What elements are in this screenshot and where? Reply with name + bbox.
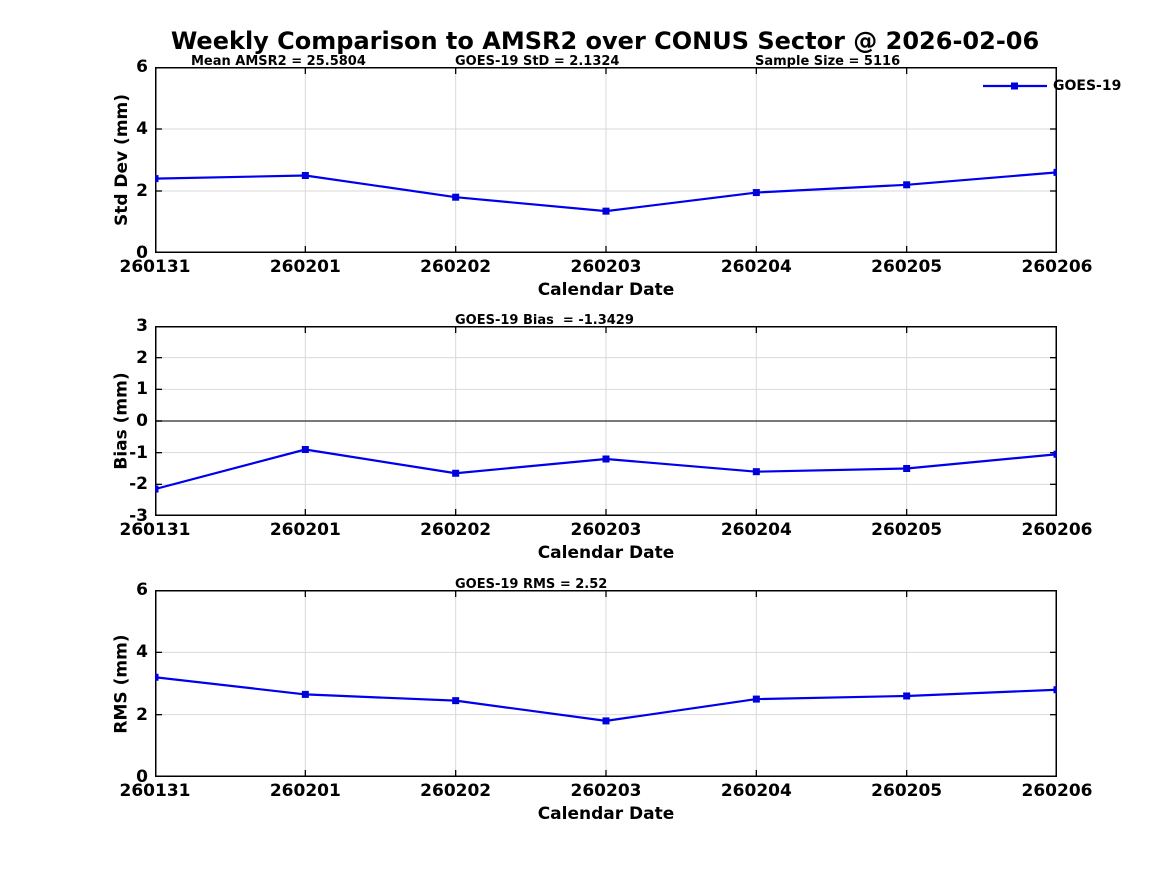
data-point-marker <box>752 189 760 197</box>
data-point-marker <box>1053 450 1061 458</box>
legend-marker <box>1011 82 1018 90</box>
y-tick-label: -3 <box>129 506 148 526</box>
data-point-marker <box>1053 168 1061 176</box>
y-tick-label: 0 <box>136 411 148 431</box>
x-axis-label: Calendar Date <box>537 543 675 563</box>
x-tick-label: 260204 <box>720 781 792 801</box>
data-point-marker <box>602 717 610 725</box>
x-tick-label: 260201 <box>269 257 341 277</box>
legend-label: GOES-19 <box>1053 78 1122 94</box>
chart-panel-rms: 0 2 4 6 RMS (mm) 260131 260201 260202 260203 2602… <box>112 578 1092 825</box>
data-point-marker <box>151 175 159 183</box>
x-tick-label: 260131 <box>119 781 191 801</box>
y-tick-label: 6 <box>136 57 148 77</box>
figure-title: Weekly Comparison to AMSR2 over CONUS Se… <box>170 27 1040 55</box>
x-tick-label: 260202 <box>420 781 492 801</box>
data-point-marker <box>151 673 159 681</box>
x-tick-label: 260201 <box>269 781 341 801</box>
data-point-marker <box>151 485 159 493</box>
data-point-marker <box>752 468 760 476</box>
x-axis-label: Calendar Date <box>537 280 675 300</box>
y-tick-label: 0 <box>136 767 148 787</box>
annotation: GOES-19 RMS = 2.52 <box>455 577 608 592</box>
y-axis-label-wrap: Std Dev (mm) <box>112 67 132 253</box>
legend: GOES-19 <box>983 78 1121 94</box>
y-axis-label: Std Dev (mm) <box>112 93 133 227</box>
legend-line-sample <box>983 82 1047 90</box>
chart-panel-std-dev: 0 2 4 6 Std Dev (mm) 260131 260201 260202 260203… <box>112 55 1121 301</box>
y-tick-label: 6 <box>136 580 148 600</box>
x-tick-label: 260205 <box>871 781 943 801</box>
plot-canvas-bias <box>151 325 1061 517</box>
y-tick-label: 3 <box>136 316 148 336</box>
x-tick-label: 260203 <box>570 257 642 277</box>
y-tick-label: -2 <box>129 474 148 495</box>
y-tick-label: 4 <box>136 119 148 139</box>
annotation: GOES-19 Bias = -1.3429 <box>455 313 634 328</box>
data-point-marker <box>903 465 911 472</box>
data-point-marker <box>602 207 610 215</box>
data-point-marker <box>903 692 911 700</box>
data-point-marker <box>903 181 911 189</box>
data-point-marker <box>301 446 309 453</box>
annotation: Sample Size = 5116 <box>755 54 901 69</box>
x-tick-label: 260204 <box>720 520 792 540</box>
x-axis-label: Calendar Date <box>537 804 675 824</box>
y-tick-label: 1 <box>136 379 148 400</box>
x-tick-label: 260131 <box>119 520 191 540</box>
y-tick-label: 4 <box>136 642 148 663</box>
y-tick-label: 2 <box>136 347 148 368</box>
data-point-marker <box>1053 686 1061 694</box>
annotation: Mean AMSR2 = 25.5804 <box>191 54 366 69</box>
data-point-marker <box>452 697 460 705</box>
x-tick-label: 260206 <box>1021 781 1093 801</box>
y-axis-label: RMS (mm) <box>112 633 133 734</box>
plot-canvas-std-dev <box>151 66 1061 254</box>
x-tick-label: 260203 <box>570 781 642 801</box>
x-tick-label: 260205 <box>871 520 943 540</box>
data-point-marker <box>452 193 460 201</box>
data-point-marker <box>301 172 309 179</box>
data-point-marker <box>452 469 460 477</box>
annotation: GOES-19 StD = 2.1324 <box>455 54 620 69</box>
x-tick-label: 260206 <box>1021 520 1093 540</box>
data-point-marker <box>301 690 309 698</box>
x-tick-label: 260203 <box>570 520 642 540</box>
y-tick-label: 2 <box>136 704 148 725</box>
y-axis-label-wrap: RMS (mm) <box>112 590 132 777</box>
y-tick-label: 0 <box>136 243 148 263</box>
data-point-marker <box>752 695 760 703</box>
y-tick-label: 2 <box>136 181 148 201</box>
x-tick-label: 260206 <box>1021 257 1093 277</box>
x-tick-label: 260201 <box>269 520 341 540</box>
plot-canvas-rms <box>151 589 1061 778</box>
x-tick-label: 260131 <box>119 257 191 277</box>
y-axis-label-wrap: Bias (mm) <box>112 326 132 516</box>
chart-panel-bias: -3 -2 -1 0 1 2 3 Bias (mm) 260131 260201 260202 260… <box>112 314 1092 564</box>
data-point-marker <box>602 455 610 463</box>
y-axis-label: Bias (mm) <box>112 372 133 470</box>
x-tick-label: 260204 <box>720 257 792 277</box>
x-tick-label: 260205 <box>871 257 943 277</box>
x-tick-label: 260202 <box>420 520 492 540</box>
y-tick-label: -1 <box>129 442 148 463</box>
x-tick-label: 260202 <box>420 257 492 277</box>
